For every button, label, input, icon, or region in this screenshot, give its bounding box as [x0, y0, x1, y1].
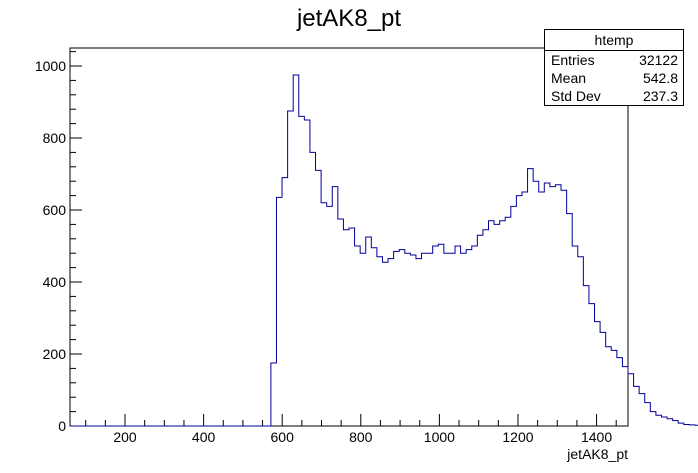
x-tick-label: 1000 — [424, 429, 455, 445]
stats-row-mean: Mean 542.8 — [545, 69, 683, 87]
x-tick-label: 800 — [349, 429, 373, 445]
x-axis: 200 400 600 800 1000 1200 1400 — [85, 414, 617, 445]
std-label: Std Dev — [551, 88, 601, 104]
y-tick-label: 600 — [43, 202, 67, 218]
histogram-line — [70, 74, 698, 427]
std-value: 237.3 — [642, 88, 678, 104]
stats-box: htemp Entries 32122 Mean 542.8 Std Dev 2… — [544, 29, 684, 106]
y-tick-label: 0 — [58, 418, 66, 434]
chart-title: jetAK8_pt — [296, 5, 401, 32]
plot-frame — [69, 47, 629, 427]
y-tick-label: 1000 — [35, 58, 66, 74]
entries-value: 32122 — [639, 52, 678, 68]
x-tick-label: 1400 — [581, 429, 612, 445]
stats-row-entries: Entries 32122 — [545, 51, 683, 69]
y-tick-label: 400 — [43, 274, 67, 290]
stats-row-std: Std Dev 237.3 — [545, 87, 683, 105]
y-tick-label: 200 — [43, 346, 67, 362]
x-tick-label: 1200 — [502, 429, 533, 445]
mean-value: 542.8 — [642, 70, 678, 86]
mean-label: Mean — [551, 70, 587, 86]
x-axis-label: jetAK8_pt — [566, 446, 628, 462]
x-tick-label: 400 — [192, 429, 216, 445]
y-axis: 0 200 400 600 800 1000 — [35, 51, 82, 434]
y-tick-label: 800 — [43, 130, 67, 146]
x-tick-label: 200 — [113, 429, 137, 445]
x-tick-label: 600 — [271, 429, 295, 445]
entries-label: Entries — [551, 52, 595, 68]
stats-title: htemp — [545, 30, 683, 51]
